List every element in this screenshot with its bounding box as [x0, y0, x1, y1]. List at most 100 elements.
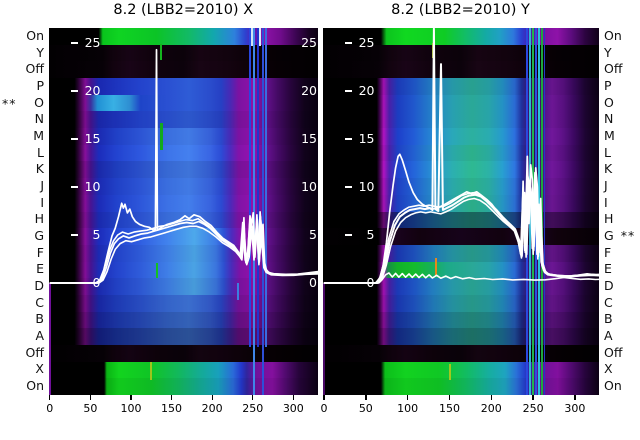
row-label-text: H [604, 211, 614, 227]
y-tick-right-10: 10 [301, 178, 317, 194]
row-label-text: O [34, 94, 44, 110]
x-tick-mark [89, 395, 92, 400]
row-label-text: F [36, 244, 44, 260]
heatmap-streak [253, 28, 255, 395]
heatmap-streak [149, 362, 152, 380]
row-label-d-15: D [0, 278, 45, 295]
line-overlay [323, 28, 599, 284]
heatmap-streak [159, 44, 162, 60]
heatmap-panel-x: 25 20 15 10 5 0 25 20 15 10 5 0 [48, 28, 318, 395]
x-tick-mark [365, 395, 367, 400]
row-label-text: M [33, 128, 44, 144]
heatmap-streak [258, 28, 261, 46]
y-tick-value: 5 [366, 227, 375, 243]
row-label-h-11: H [602, 211, 640, 228]
x-tick-mark [211, 395, 213, 400]
heatmap-streak [261, 28, 264, 395]
heatmap-row-on [48, 378, 318, 395]
x-tick-label-0: 0 [46, 402, 54, 415]
y-tick-value: 25 [84, 35, 101, 51]
x-tick-label-300: 300 [282, 402, 304, 415]
row-label-text: E [604, 261, 612, 277]
row-label-text: Off [604, 61, 623, 77]
row-label-n-5: N [0, 111, 45, 128]
row-label-y-1: Y [0, 45, 45, 62]
row-label-text: On [26, 378, 44, 394]
line-overlay [48, 48, 318, 284]
x-tick-label-250: 250 [522, 402, 544, 415]
y-tick-label-0: 0 [344, 274, 375, 292]
star-marker: ** [620, 228, 636, 244]
row-label-d-15: D [602, 278, 640, 295]
y-tick-value: 10 [84, 179, 101, 195]
series-line3 [48, 225, 318, 284]
row-label-g-12: G ** [602, 228, 640, 245]
y-tick-value: 5 [92, 227, 101, 243]
heatmap-streak [248, 28, 251, 347]
y-tick-label-0: 0 [70, 274, 101, 292]
row-label-on-0: On [602, 28, 640, 45]
heatmap-panel-y: 25 20 15 10 5 0 [322, 28, 599, 395]
y-tick-mark [70, 42, 78, 44]
x-tick-mark [532, 395, 534, 400]
y-tick-mark [344, 282, 352, 284]
x-tick-mark [407, 395, 409, 400]
row-label-on-0: On [0, 28, 45, 45]
y-tick-value: 25 [358, 35, 375, 51]
row-labels-right: On Y Off P O N M L K J I H G ** F E D C B A Off X On [602, 28, 640, 395]
row-label-j-9: J [0, 178, 45, 195]
row-label-off-2: Off [0, 61, 45, 78]
row-label-l-7: L [602, 145, 640, 162]
row-label-text: H [34, 211, 44, 227]
row-label-text: D [34, 278, 44, 294]
row-label-text: A [604, 328, 613, 344]
row-label-l-7: L [0, 145, 45, 162]
row-label-c-16: C [602, 295, 640, 312]
heatmap-streak [543, 28, 546, 395]
row-label-text: Off [604, 344, 623, 360]
y-tick-label-10: 10 [70, 178, 101, 196]
y-tick-label-5: 5 [344, 226, 375, 244]
row-label-text: A [35, 328, 44, 344]
series-line4 [48, 215, 318, 284]
row-label-o-4: ** O [0, 95, 45, 112]
y-tick-label-20: 20 [70, 82, 101, 100]
row-label-a-18: A [602, 328, 640, 345]
row-label-off-2: Off [602, 61, 640, 78]
x-tick-label-150: 150 [161, 402, 183, 415]
row-label-text: G [34, 228, 44, 244]
star-marker: ** [2, 95, 17, 111]
row-label-text: E [36, 261, 44, 277]
y-tick-right-0: 0 [309, 274, 317, 290]
x-tick-label-300: 300 [564, 402, 586, 415]
row-label-text: P [36, 78, 44, 94]
heatmap-streak [434, 258, 437, 276]
row-label-text: C [35, 294, 44, 310]
row-label-f-13: F [0, 245, 45, 262]
row-label-n-5: N [602, 111, 640, 128]
row-label-text: P [604, 78, 612, 94]
y-tick-mark [70, 186, 78, 188]
row-label-on-21: On [0, 378, 45, 395]
y-tick-label-25: 25 [344, 34, 375, 52]
y-tick-mark [70, 282, 78, 284]
row-label-text: Off [25, 61, 44, 77]
y-tick-label-15: 15 [344, 130, 375, 148]
x-tick-label-200: 200 [480, 402, 502, 415]
series-line1 [323, 153, 599, 284]
heatmap-streak [250, 28, 253, 46]
row-label-text: Y [604, 44, 612, 60]
row-label-k-8: K [0, 161, 45, 178]
row-label-x-20: X [602, 361, 640, 378]
x-tick-label-250: 250 [242, 402, 264, 415]
x-tick-mark [252, 395, 254, 400]
row-label-text: B [35, 311, 44, 327]
row-label-e-14: E [602, 261, 640, 278]
x-tick-mark [574, 395, 576, 400]
row-label-k-8: K [602, 161, 640, 178]
heatmap-streak [541, 28, 543, 395]
row-label-text: K [604, 161, 613, 177]
heatmap-row-x [48, 361, 318, 379]
row-label-x-20: X [0, 361, 45, 378]
row-label-i-10: I [602, 195, 640, 212]
